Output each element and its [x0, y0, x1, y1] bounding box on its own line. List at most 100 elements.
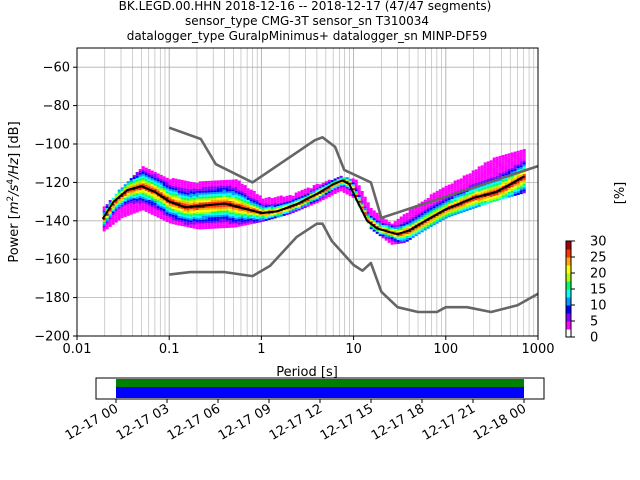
heatmap-cell — [510, 177, 514, 180]
heatmap-cell — [408, 222, 412, 225]
heatmap-cell — [450, 212, 454, 215]
heatmap-cell — [522, 156, 526, 159]
heatmap-cell — [513, 166, 517, 169]
heatmap-cell — [435, 208, 439, 211]
heatmap-cell — [171, 220, 175, 223]
heatmap-cell — [198, 188, 202, 191]
heatmap-cell — [501, 170, 505, 173]
heatmap-cell — [375, 229, 379, 232]
coverage-tick-label: 12-17 06 — [165, 401, 223, 443]
heatmap-cell — [162, 180, 166, 183]
heatmap-cell — [303, 196, 307, 199]
heatmap-cell — [102, 221, 106, 224]
heatmap-cell — [408, 214, 412, 217]
heatmap-cell — [447, 199, 451, 202]
heatmap-cell — [219, 216, 223, 219]
heatmap-cell — [234, 198, 238, 201]
heatmap-cell — [414, 214, 418, 217]
heatmap-cell — [489, 187, 493, 190]
heatmap-cell — [225, 224, 229, 227]
heatmap-cell — [237, 222, 241, 225]
heatmap-cell — [423, 222, 427, 225]
heatmap-cell — [219, 184, 223, 187]
heatmap-cell — [339, 175, 343, 178]
heatmap-cell — [210, 192, 214, 195]
heatmap-cell — [489, 196, 493, 199]
heatmap-cell — [444, 199, 448, 202]
heatmap-cell — [195, 227, 199, 230]
heatmap-cell — [180, 222, 184, 225]
heatmap-cell — [429, 207, 433, 210]
heatmap-cell — [258, 206, 262, 209]
heatmap-cell — [129, 189, 133, 192]
heatmap-cell — [225, 212, 229, 215]
heatmap-cell — [228, 179, 232, 182]
heatmap-cell — [147, 209, 151, 212]
heatmap-cell — [393, 225, 397, 228]
heatmap-cell — [309, 203, 313, 206]
heatmap-cell — [273, 202, 277, 205]
x-tick-label: 1 — [257, 342, 265, 357]
heatmap-cell — [228, 187, 232, 190]
heatmap-cell — [147, 180, 151, 183]
heatmap-cell — [240, 224, 244, 227]
heatmap-cell — [378, 226, 382, 229]
heatmap-cell — [303, 200, 307, 203]
heatmap-cell — [306, 187, 310, 190]
heatmap-cell — [132, 203, 136, 206]
heatmap-cell — [198, 202, 202, 205]
heatmap-cell — [228, 208, 232, 211]
heatmap-cell — [471, 174, 475, 177]
heatmap-cell — [186, 188, 190, 191]
heatmap-cell — [501, 181, 505, 184]
heatmap-cell — [423, 215, 427, 218]
heatmap-cell — [114, 205, 118, 208]
heatmap-cell — [309, 192, 313, 195]
heatmap-cell — [156, 209, 160, 212]
heatmap-cell — [180, 185, 184, 188]
heatmap-cell — [141, 194, 145, 197]
heatmap-cell — [216, 218, 220, 221]
heatmap-cell — [102, 217, 106, 220]
heatmap-cell — [243, 223, 247, 226]
heatmap-cell — [234, 211, 238, 214]
heatmap-cell — [228, 210, 232, 213]
heatmap-cell — [156, 184, 160, 187]
heatmap-cell — [147, 203, 151, 206]
heatmap-cell — [465, 185, 469, 188]
heatmap-cell — [246, 203, 250, 206]
heatmap-cell — [333, 178, 337, 181]
heatmap-cell — [114, 209, 118, 212]
heatmap-cell — [456, 212, 460, 215]
heatmap-cell — [150, 205, 154, 208]
heatmap-cell — [510, 162, 514, 165]
heatmap-cell — [441, 200, 445, 203]
heatmap-cell — [444, 193, 448, 196]
heatmap-cell — [402, 218, 406, 221]
heatmap-cell — [348, 178, 352, 181]
heatmap-cell — [138, 192, 142, 195]
heatmap-cell — [495, 168, 499, 171]
heatmap-cell — [513, 189, 517, 192]
heatmap-cell — [273, 197, 277, 200]
heatmap-cell — [135, 198, 139, 201]
heatmap-cell — [231, 200, 235, 203]
heatmap-cell — [414, 207, 418, 210]
heatmap-cell — [192, 195, 196, 198]
heatmap-cell — [165, 185, 169, 188]
heatmap-cell — [504, 173, 508, 176]
heatmap-cell — [141, 193, 145, 196]
heatmap-cell — [393, 240, 397, 243]
heatmap-cell — [444, 214, 448, 217]
heatmap-cell — [204, 227, 208, 230]
heatmap-cell — [231, 185, 235, 188]
heatmap-cell — [492, 176, 496, 179]
heatmap-cell — [174, 182, 178, 185]
heatmap-cell — [216, 182, 220, 185]
heatmap-cell — [186, 208, 190, 211]
heatmap-cell — [123, 201, 127, 204]
heatmap-cell — [108, 211, 112, 214]
heatmap-cell — [135, 208, 139, 211]
heatmap-cell — [228, 214, 232, 217]
heatmap-cell — [405, 228, 409, 231]
